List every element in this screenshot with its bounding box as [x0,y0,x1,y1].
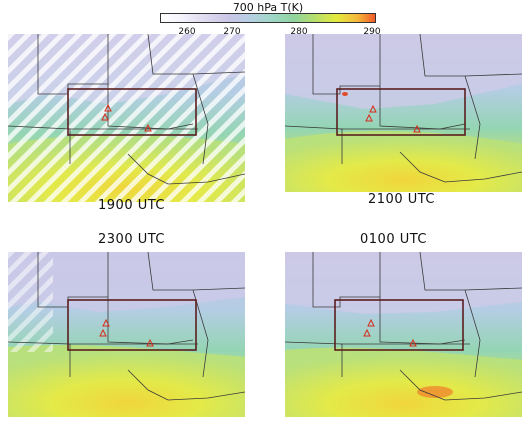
colorbar-tick-290: 290 [363,27,381,37]
panel-title-0100: 0100 UTC [360,232,427,247]
map-panel-2300 [8,252,245,417]
colorbar-tick-270: 270 [223,27,241,37]
panel-title-1900: 1900 UTC [98,198,165,213]
map-panel-1900 [8,34,245,202]
panel-title-2100: 2100 UTC [368,192,435,207]
colorbar-tick-260: 260 [178,27,196,37]
colorbar-tick-280: 280 [290,27,308,37]
colorbar-title: 700 hPa T(K) [232,1,304,14]
map-panel-2100 [285,34,522,202]
colorbar [160,13,376,23]
map-panel-0100 [285,252,522,417]
panel-title-2300: 2300 UTC [98,232,165,247]
